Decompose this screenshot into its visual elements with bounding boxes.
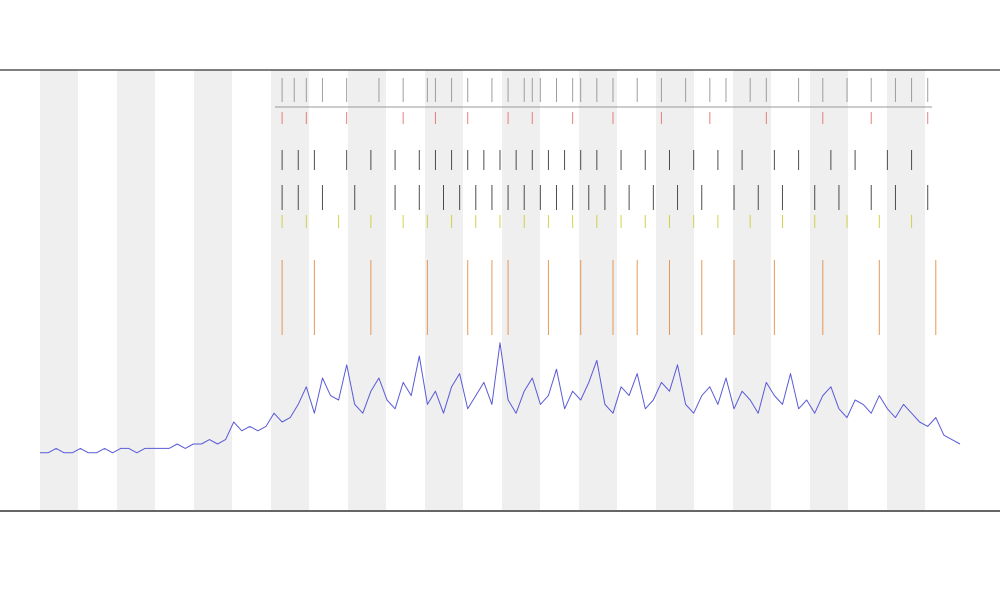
band (810, 70, 848, 510)
band (579, 70, 617, 510)
band (425, 70, 463, 510)
band (194, 70, 232, 510)
series-line (40, 342, 961, 454)
band (733, 70, 771, 510)
band (656, 70, 694, 510)
band (40, 70, 78, 510)
band (117, 70, 155, 510)
band (348, 70, 386, 510)
band (887, 70, 925, 510)
band (271, 70, 309, 510)
bands (40, 70, 925, 510)
